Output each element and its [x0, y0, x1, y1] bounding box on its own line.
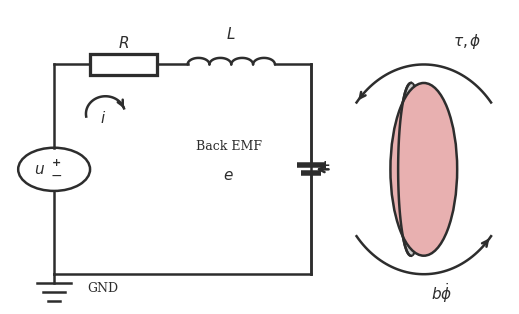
Text: −: − [51, 169, 62, 183]
Text: $R$: $R$ [118, 35, 129, 51]
Text: $b\dot{\phi}$: $b\dot{\phi}$ [431, 281, 453, 305]
Text: $\tau, \phi$: $\tau, \phi$ [453, 32, 482, 51]
Text: $L$: $L$ [226, 26, 236, 42]
Text: $i$: $i$ [100, 111, 106, 127]
Text: +: + [52, 158, 61, 168]
Text: $e$: $e$ [223, 168, 234, 183]
Text: GND: GND [87, 282, 118, 295]
Ellipse shape [398, 83, 424, 256]
Text: Back EMF: Back EMF [196, 140, 262, 153]
Ellipse shape [390, 83, 457, 256]
Text: $J$: $J$ [419, 159, 428, 180]
Polygon shape [390, 83, 424, 256]
Text: +: + [320, 159, 331, 172]
Bar [90, 54, 157, 75]
Text: $u$: $u$ [34, 162, 45, 177]
